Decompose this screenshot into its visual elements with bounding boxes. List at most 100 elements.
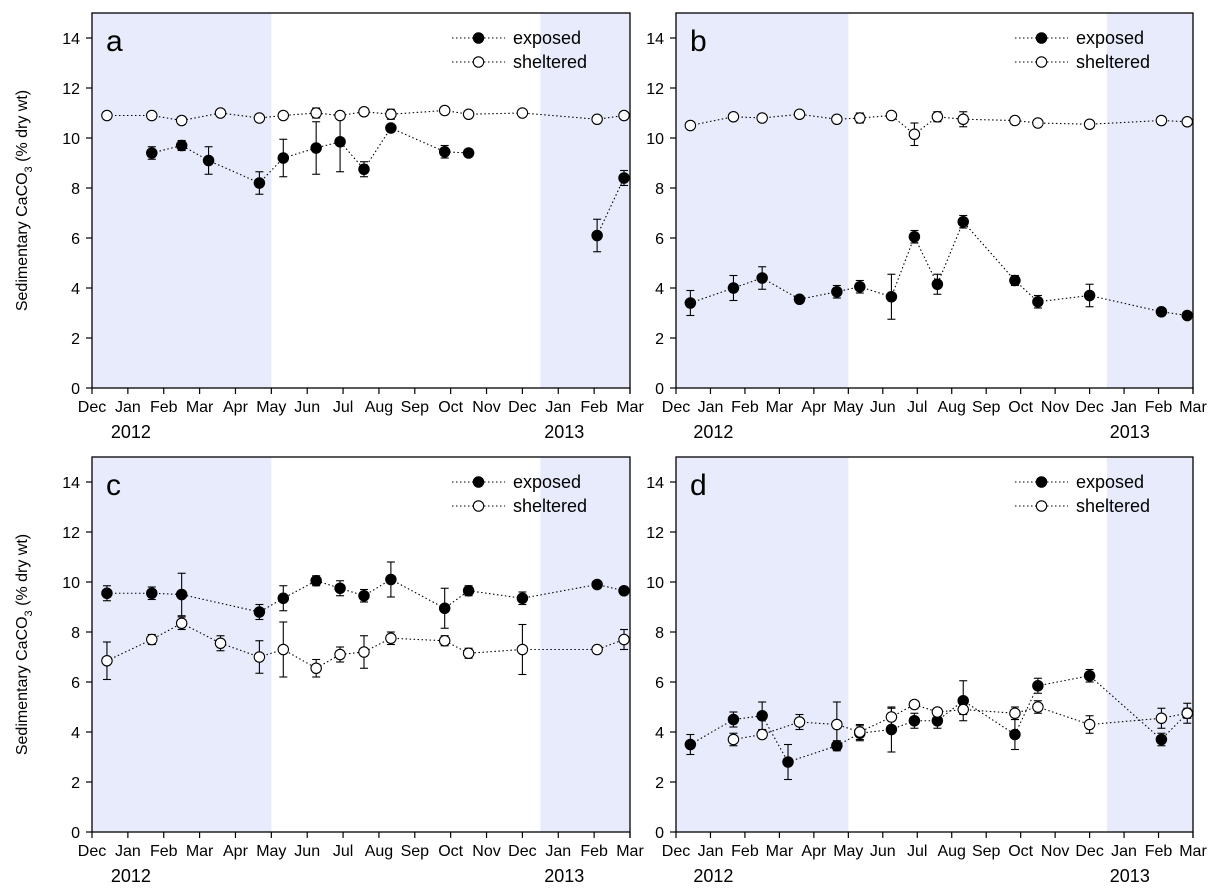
series-sheltered — [727, 698, 1194, 748]
y-tick-label: 12 — [646, 525, 664, 542]
data-point-exposed — [756, 709, 768, 722]
x-tick-label: Nov — [472, 399, 500, 416]
panel-letter: c — [106, 469, 121, 502]
x-tick-label: Oct — [1008, 843, 1033, 860]
legend-marker-exposed — [472, 32, 485, 44]
data-point-sheltered — [385, 108, 397, 121]
x-tick-label: Jul — [907, 843, 927, 860]
x-tick-label: Feb — [150, 399, 178, 416]
x-tick-label: Jun — [870, 843, 896, 860]
data-point-sheltered — [957, 703, 969, 716]
x-tick-label: Jan — [115, 399, 141, 416]
x-tick-label: Feb — [731, 843, 759, 860]
x-tick-label: Jan — [545, 399, 571, 416]
legend-marker-sheltered — [472, 500, 485, 512]
data-point-sheltered — [756, 728, 768, 741]
x-tick-label: Jun — [870, 399, 896, 416]
chart-panel-c: 0 2 4 6 8 10 12 14 Dec Jan Feb Mar Apr May Jun Jul Aug Se… — [14, 456, 644, 886]
x-tick-label: Feb — [1145, 399, 1173, 416]
data-point-exposed — [277, 592, 290, 604]
data-point-exposed — [202, 154, 215, 167]
y-tick-label: 8 — [71, 625, 80, 642]
x-tick-label: Sep — [401, 843, 430, 860]
y-axis-label: Sedimentary CaCO3 (% dry wt) — [14, 90, 35, 311]
data-point-exposed — [957, 216, 969, 228]
x-tick-label: Jan — [698, 399, 724, 416]
data-point-exposed — [146, 147, 158, 159]
y-tick-label: 0 — [655, 825, 664, 842]
plot-frame — [675, 456, 1194, 833]
data-point-exposed — [618, 172, 630, 184]
data-point-exposed — [334, 582, 346, 594]
data-point-exposed — [1181, 309, 1194, 322]
data-point-exposed — [253, 606, 266, 618]
data-point-sheltered — [462, 647, 475, 659]
data-point-sheltered — [438, 634, 451, 647]
data-point-sheltered — [1155, 114, 1168, 127]
y-tick-label: 8 — [71, 181, 80, 198]
y-tick-label: 14 — [646, 475, 664, 492]
y-tick-label: 6 — [655, 231, 664, 248]
year-label: 2012 — [111, 866, 151, 886]
data-point-sheltered — [277, 643, 290, 656]
y-tick-label: 8 — [655, 625, 664, 642]
x-tick-label: Mar — [616, 399, 644, 416]
chart-panel-a: 0 2 4 6 8 10 12 14 Dec Jan Feb Mar Apr May Jun Jul Aug Se… — [14, 12, 644, 442]
legend-marker-exposed — [1035, 32, 1048, 44]
data-point-sheltered — [831, 113, 843, 126]
y-tick-label: 2 — [71, 331, 80, 348]
x-tick-label: Aug — [937, 399, 965, 416]
x-tick-label: Dec — [78, 843, 106, 860]
x-tick-label: Nov — [1041, 843, 1069, 860]
y-tick-label: 4 — [655, 725, 664, 742]
y-tick-label: 10 — [646, 575, 664, 592]
series-exposed — [101, 561, 630, 629]
legend-label-exposed: exposed — [1076, 472, 1144, 492]
data-point-sheltered — [854, 726, 866, 738]
shaded-period — [1106, 457, 1193, 832]
x-tick-label: Oct — [438, 843, 463, 860]
data-point-exposed — [1155, 305, 1168, 318]
data-point-sheltered — [793, 108, 806, 121]
data-point-sheltered — [727, 111, 740, 123]
y-tick-label: 4 — [71, 281, 80, 298]
shaded-period — [92, 457, 272, 832]
y-tick-label: 12 — [646, 81, 664, 98]
shaded-period — [1106, 13, 1193, 388]
year-label: 2012 — [693, 866, 733, 886]
data-point-sheltered — [1083, 718, 1096, 731]
data-point-sheltered — [253, 112, 266, 124]
panel-letter: a — [106, 25, 123, 58]
y-tick-label: 12 — [62, 525, 80, 542]
data-point-sheltered — [358, 106, 370, 118]
data-point-exposed — [1032, 295, 1044, 308]
y-tick-label: 6 — [655, 675, 664, 692]
data-point-sheltered — [1155, 712, 1168, 724]
x-tick-label: Dec — [78, 399, 106, 416]
series-exposed — [146, 111, 475, 195]
data-point-exposed — [931, 278, 944, 290]
y-tick-label: 2 — [655, 775, 664, 792]
chart-panel-d: 0 2 4 6 8 10 12 14 Dec Jan Feb Mar Apr May Jun Jul Aug Se… — [646, 456, 1207, 886]
legend-marker-sheltered — [1035, 56, 1048, 68]
legend: exposed sheltered — [1015, 28, 1150, 72]
x-tick-label: Oct — [438, 399, 463, 416]
data-point-exposed — [618, 584, 630, 597]
data-point-exposed — [310, 574, 322, 587]
data-point-sheltered — [175, 617, 188, 629]
data-point-exposed — [908, 714, 921, 727]
data-point-sheltered — [516, 643, 529, 656]
y-tick-label: 0 — [655, 381, 664, 398]
data-point-exposed — [462, 584, 475, 597]
data-point-exposed — [854, 280, 866, 293]
y-axis-label-units: (% dry wt) — [14, 534, 31, 610]
x-tick-label: Feb — [731, 399, 759, 416]
data-point-exposed — [253, 177, 266, 189]
x-tick-label: Mar — [766, 399, 794, 416]
data-point-exposed — [1032, 679, 1044, 692]
x-tick-label: Dec — [662, 399, 690, 416]
data-point-exposed — [101, 587, 113, 599]
data-point-sheltered — [1032, 701, 1044, 713]
legend-marker-exposed — [1035, 476, 1048, 488]
data-point-exposed — [908, 231, 921, 243]
